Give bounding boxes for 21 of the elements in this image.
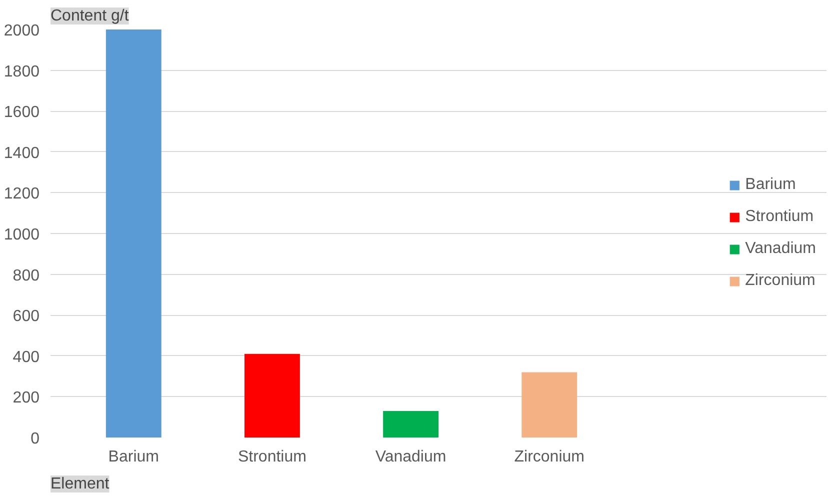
y-tick-label: 400 xyxy=(12,348,40,366)
y-tick-label: 600 xyxy=(12,308,40,326)
y-tick-label: 800 xyxy=(12,267,40,284)
legend-label: Strontium xyxy=(745,208,814,226)
x-tick-label: Vanadium xyxy=(375,448,446,466)
x-axis-title: Element xyxy=(50,476,110,492)
x-tick-label: Strontium xyxy=(238,448,306,466)
legend-label: Barium xyxy=(745,176,796,194)
y-tick-label: 200 xyxy=(12,390,40,407)
y-tick-label: 2000 xyxy=(4,22,40,40)
x-tick-label: Zirconium xyxy=(514,448,584,466)
y-tick-label: 1600 xyxy=(4,104,40,122)
y-axis-title: Content g/t xyxy=(50,8,130,24)
x-tick-label: Barium xyxy=(108,448,159,466)
legend-label: Vanadium xyxy=(745,240,816,258)
y-tick-label: 1000 xyxy=(4,226,40,244)
y-tick-label: 1200 xyxy=(4,186,40,203)
y-tick-label: 0 xyxy=(30,430,40,448)
y-tick-label: 1400 xyxy=(4,144,40,162)
legend-label: Zirconium xyxy=(745,272,816,290)
y-tick-label: 1800 xyxy=(4,63,40,80)
